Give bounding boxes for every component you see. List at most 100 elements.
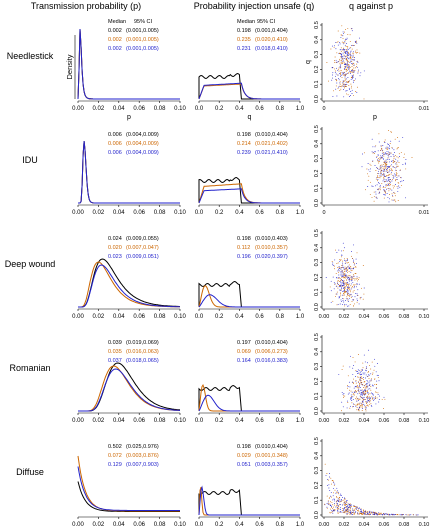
scatter-point [352, 81, 354, 83]
scatter-point [345, 500, 347, 502]
scatter-point [377, 513, 379, 515]
scatter-point [373, 512, 375, 513]
scatter-point [329, 497, 330, 499]
scatter-point [393, 167, 395, 169]
q-density-line-blue [198, 188, 300, 204]
scatter-point [348, 286, 350, 288]
scatter-point [392, 194, 394, 196]
scatter-point [393, 166, 395, 168]
scatter-point [380, 514, 382, 516]
scatter-point [352, 71, 354, 73]
scatter-point [342, 500, 344, 502]
scatter-point [394, 199, 396, 201]
scatter-point [388, 513, 390, 515]
scatter-point [353, 80, 355, 82]
scatter-y-tick-label: 0.5 [314, 229, 320, 237]
scatter-point [365, 374, 367, 376]
scatter-point [336, 491, 338, 493]
scatter-point [350, 55, 352, 57]
scatter-x-tick-label: 0.01 [419, 210, 430, 216]
scatter-point [371, 511, 373, 513]
scatter-point [346, 69, 348, 71]
scatter-point [390, 140, 392, 142]
scatter-point [356, 92, 358, 94]
scatter-point [372, 512, 374, 514]
scatter-point [355, 91, 357, 92]
scatter-y-tick-label: 0.4 [314, 244, 320, 252]
scatter-point [376, 380, 378, 382]
scatter-point [346, 61, 348, 63]
scatter-point [348, 297, 350, 299]
scatter-point [339, 43, 341, 45]
scatter-point [359, 405, 361, 407]
scatter-point [382, 174, 384, 176]
scatter-point [351, 89, 353, 91]
scatter-point [396, 173, 398, 174]
scatter-point [352, 394, 354, 396]
scatter-point [338, 508, 340, 510]
scatter-y-tick-label: 0.0 [314, 95, 320, 103]
scatter-point [362, 153, 363, 155]
scatter-point [396, 156, 398, 158]
scatter-point [384, 168, 386, 169]
scatter-point [367, 173, 369, 175]
scatter-point [389, 170, 391, 172]
scatter-point [366, 396, 368, 398]
scatter-point [390, 173, 392, 175]
scatter-point [398, 156, 400, 157]
scatter-point [333, 46, 335, 48]
scatter-point [373, 369, 375, 371]
scatter-point [347, 286, 349, 288]
scatter-point [378, 380, 380, 382]
scatter-point [333, 265, 335, 267]
scatter-point [365, 390, 367, 392]
scatter-point [364, 513, 366, 515]
scatter-point [331, 511, 333, 513]
scatter-x-tick-label: 0.06 [379, 418, 390, 424]
scatter-point [366, 511, 368, 513]
scatter-point [344, 498, 346, 500]
scatter-point [343, 298, 345, 300]
scatter-point [341, 277, 343, 279]
scatter-point [386, 166, 388, 168]
scatter-point [362, 399, 364, 401]
scatter-point [388, 174, 390, 176]
scatter-point [369, 393, 371, 395]
scatter-point [352, 56, 354, 58]
scatter-point [341, 63, 343, 65]
scatter-point [348, 264, 350, 266]
scatter-point [334, 45, 335, 47]
scatter-point [338, 268, 340, 269]
scatter-point [344, 39, 346, 41]
scatter-point [369, 181, 371, 183]
scatter-point [363, 354, 365, 356]
scatter-point [334, 61, 335, 63]
scatter-point [337, 510, 339, 512]
scatter-x-tick-label: 0.00 [319, 418, 330, 424]
scatter-point [344, 281, 346, 283]
scatter-point [367, 163, 369, 164]
q-tick-label: 0.2 [215, 418, 224, 424]
scatter-point [343, 509, 345, 511]
scatter-point [373, 191, 375, 193]
q-stat-median: 0.197 [237, 340, 251, 346]
scatter-point [343, 511, 345, 513]
scatter-y-tick-label: 0.1 [314, 184, 320, 192]
scatter-point [351, 76, 353, 78]
scatter-point [349, 54, 351, 55]
scatter-point [352, 281, 354, 283]
scatter-point [369, 401, 371, 403]
scatter-point [362, 265, 364, 266]
scatter-point [335, 48, 337, 50]
scatter-y-tick-label: 0.4 [314, 140, 320, 148]
scatter-point [348, 85, 350, 87]
scatter-y-tick-label: 0.5 [314, 125, 320, 133]
p-tick-label: 0.04 [113, 210, 125, 216]
scatter-point [354, 57, 356, 58]
scatter-point [344, 275, 346, 277]
scatter-point [340, 283, 342, 285]
scatter-point [383, 189, 385, 191]
scatter-point [368, 375, 370, 377]
scatter-point [326, 62, 328, 63]
